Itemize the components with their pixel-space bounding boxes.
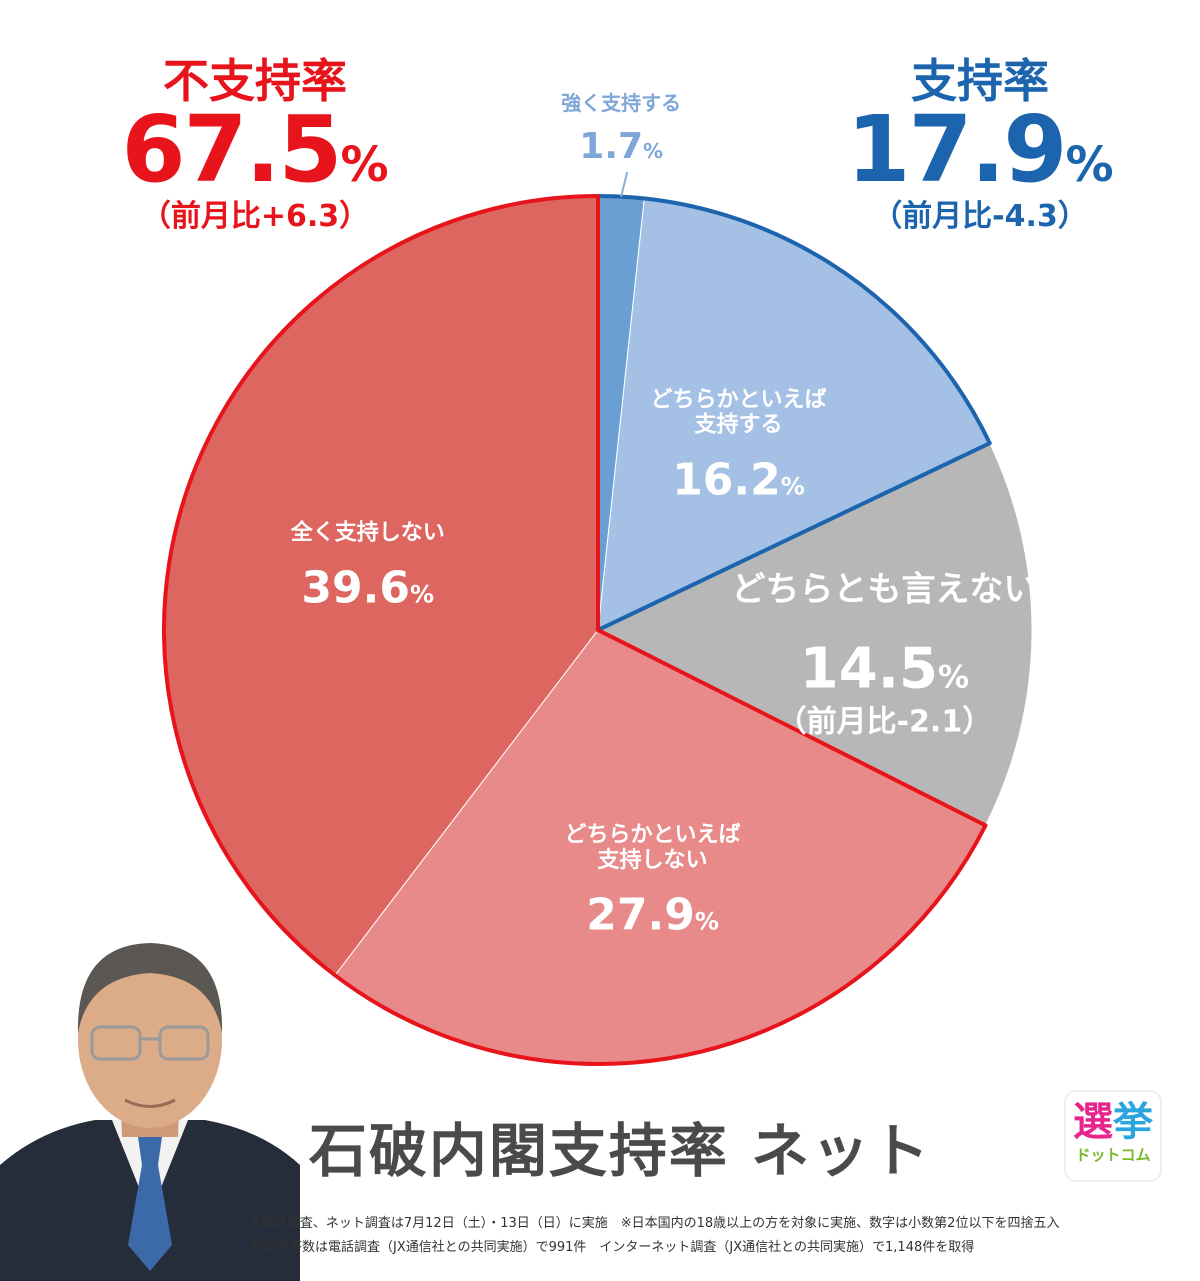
footnote-line: 有効回答数は電話調査（JX通信社との共同実施）で991件 インターネット調査（J… <box>250 1240 975 1255</box>
approval-diff: （前月比-4.3） <box>872 199 1088 234</box>
person-photo <box>0 943 300 1281</box>
logo-char-1: 選 <box>1073 1099 1113 1145</box>
disapproval-outline <box>162 194 988 1066</box>
disapproval-label: 不支持率 <box>163 54 347 108</box>
slice-value-0: 1.7% <box>579 126 663 167</box>
disapproval-summary: 不支持率 67.5% （前月比+6.3） <box>110 58 400 232</box>
slice-value-4: 39.6% <box>301 562 434 613</box>
slice-diff-2: （前月比-2.1） <box>777 704 993 739</box>
footnotes: ※電話調査、ネット調査は7月12日（土）・13日（日）に実施 ※日本国内の18歳… <box>250 1212 1200 1260</box>
approval-value: 17.9 <box>846 96 1067 203</box>
approval-label: 支持率 <box>911 54 1049 108</box>
disapproval-diff: （前月比+6.3） <box>140 199 370 234</box>
slice-value-1: 16.2% <box>672 454 805 505</box>
slice-value-2: 14.5% <box>800 636 969 701</box>
slice-label-1-line-1: 支持する <box>694 413 782 438</box>
approval-summary: 支持率 17.9% （前月比-4.3） <box>835 58 1125 232</box>
disapproval-value: 67.5 <box>121 96 342 203</box>
slice-label-0: 強く支持する <box>561 91 681 115</box>
disapproval-unit: % <box>340 137 389 193</box>
approval-outline <box>596 194 992 632</box>
approval-unit: % <box>1065 137 1114 193</box>
slice-value-3: 27.9% <box>586 890 719 941</box>
logo: 選挙 ドットコム <box>1066 1092 1160 1180</box>
pie-slice-2 <box>596 442 1033 827</box>
footnote-line: ※電話調査、ネット調査は7月12日（土）・13日（日）に実施 ※日本国内の18歳… <box>250 1216 1060 1231</box>
slice-label-1-line-0: どちらかといえば <box>650 387 826 412</box>
slice-label-4-line-0: 全く支持しない <box>290 520 445 546</box>
logo-subtitle: ドットコム <box>1075 1146 1151 1164</box>
logo-char-2: 挙 <box>1113 1099 1153 1145</box>
slice-label-3-line-0: どちらかといえば <box>565 823 741 848</box>
chart-title: 石破内閣支持率 ネット <box>308 1117 932 1185</box>
slice-label-2-line-0: どちらとも言えない <box>731 570 1037 610</box>
callout-line-0 <box>620 171 629 197</box>
slice-label-3-line-1: 支持しない <box>598 848 708 873</box>
